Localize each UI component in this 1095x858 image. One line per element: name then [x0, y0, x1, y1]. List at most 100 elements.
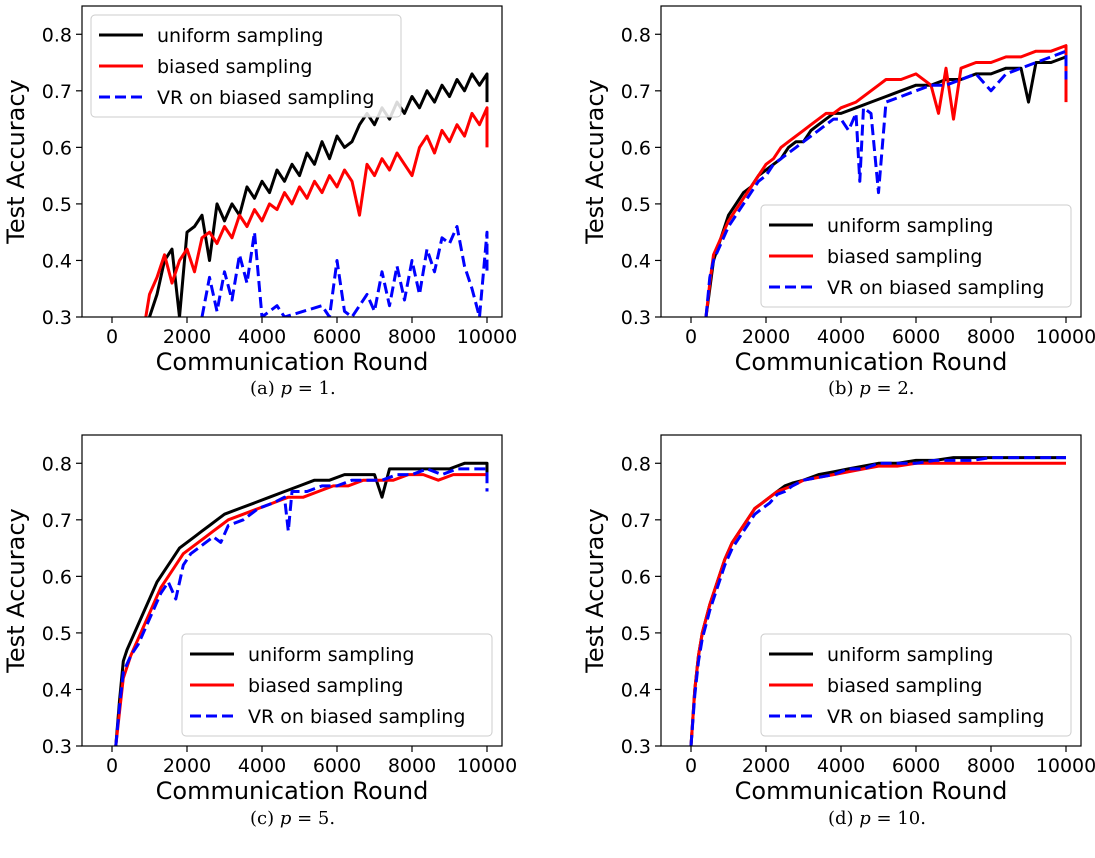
x-tick-label: 4000 — [238, 326, 286, 348]
y-axis-label: Test Accuracy — [2, 508, 30, 673]
caption-variable: p — [859, 808, 871, 829]
y-tick-label: 0.7 — [42, 510, 72, 532]
panel-b: 0 2000 4000 6000 8000 10000 0.3 0.4 0.5 0.6 0.7 0.8… — [581, 5, 1095, 376]
y-tick-label: 0.4 — [621, 250, 651, 272]
x-tick-label: 4000 — [817, 755, 865, 777]
series-line-3 — [200, 225, 489, 317]
legend-label: uniform sampling — [248, 644, 414, 666]
panel-c: 0 2000 4000 6000 8000 10000 0.3 0.4 0.5 0.6 0.7 0.8… — [2, 434, 517, 805]
legend-label: biased sampling — [157, 56, 312, 78]
x-tick-label: 0 — [685, 755, 697, 777]
legend-label: VR on biased sampling — [827, 277, 1044, 299]
x-axis-label: Communication Round — [735, 348, 1008, 376]
caption-prefix: (d) — [828, 808, 860, 829]
legend-label: biased sampling — [827, 675, 982, 697]
x-axis-label: Communication Round — [735, 777, 1008, 805]
x-tick-label: 8000 — [388, 755, 436, 777]
y-axis-label: Test Accuracy — [2, 79, 30, 244]
x-tick-label: 0 — [106, 326, 118, 348]
x-tick-label: 10000 — [1036, 326, 1095, 348]
y-tick-label: 0.8 — [621, 453, 651, 475]
axes-frame — [81, 434, 503, 747]
caption-variable: p — [280, 378, 293, 399]
y-tick-label: 0.7 — [42, 81, 72, 103]
series-group — [144, 72, 489, 317]
legend-label: VR on biased sampling — [827, 706, 1044, 728]
caption-c: (c) p = 5. — [250, 808, 335, 829]
y-axis-label: Test Accuracy — [581, 79, 609, 244]
legend-box — [760, 633, 1072, 737]
x-tick-label: 2000 — [742, 326, 790, 348]
caption-value: = 1. — [292, 378, 336, 399]
y-tick-label: 0.8 — [621, 24, 651, 46]
y-tick-label: 0.6 — [621, 137, 651, 159]
axes-frame — [660, 5, 1082, 318]
caption-value: = 2. — [870, 378, 915, 399]
x-tick-label: 8000 — [967, 326, 1015, 348]
caption-b: (b) p = 2. — [828, 378, 915, 399]
y-tick-label: 0.6 — [621, 566, 651, 588]
y-tick-label: 0.7 — [621, 81, 651, 103]
y-tick-label: 0.5 — [42, 194, 72, 216]
legend: uniform sampling biased sampling VR on bia… — [90, 14, 402, 118]
x-tick-label: 4000 — [817, 326, 865, 348]
caption-prefix: (c) — [250, 808, 280, 829]
y-tick-label: 0.3 — [621, 307, 651, 329]
y-tick-label: 0.5 — [42, 623, 72, 645]
x-tick-label: 0 — [685, 326, 697, 348]
y-tick-label: 0.3 — [621, 736, 651, 758]
axes-frame — [81, 5, 503, 318]
legend-label: uniform sampling — [157, 25, 323, 47]
x-tick-label: 8000 — [388, 326, 436, 348]
y-tick-label: 0.8 — [42, 24, 72, 46]
legend-label: uniform sampling — [827, 215, 993, 237]
y-tick-label: 0.3 — [42, 736, 72, 758]
y-tick-label: 0.7 — [621, 510, 651, 532]
x-tick-label: 10000 — [457, 326, 517, 348]
y-tick-label: 0.8 — [42, 453, 72, 475]
y-tick-label: 0.6 — [42, 566, 72, 588]
series-line-2 — [144, 106, 489, 317]
x-tick-label: 0 — [106, 755, 118, 777]
x-tick-label: 4000 — [238, 755, 286, 777]
series-line-2 — [114, 473, 487, 746]
axes-frame — [660, 434, 1082, 747]
y-tick-label: 0.4 — [621, 679, 651, 701]
y-tick-label: 0.5 — [621, 194, 651, 216]
legend-label: uniform sampling — [827, 644, 993, 666]
legend-label: VR on biased sampling — [157, 87, 374, 109]
series-group — [704, 44, 1068, 317]
caption-value: = 10. — [870, 808, 926, 829]
caption-prefix: (b) — [828, 378, 860, 399]
series-line-1 — [114, 461, 489, 746]
caption-variable: p — [279, 808, 292, 829]
series-line-3 — [704, 49, 1068, 317]
x-tick-label: 10000 — [1036, 755, 1095, 777]
caption-d: (d) p = 10. — [828, 808, 926, 829]
legend: uniform sampling biased sampling VR on bia… — [181, 633, 493, 737]
x-axis-label: Communication Round — [156, 348, 429, 376]
caption-variable: p — [859, 378, 871, 399]
caption-a: (a) p = 1. — [250, 378, 336, 399]
series-line-1 — [148, 72, 489, 317]
y-tick-label: 0.4 — [42, 250, 72, 272]
y-tick-label: 0.3 — [42, 307, 72, 329]
y-tick-label: 0.6 — [42, 137, 72, 159]
y-tick-label: 0.5 — [621, 623, 651, 645]
series-group — [689, 456, 1066, 746]
legend-box — [90, 14, 402, 118]
y-tick-label: 0.4 — [42, 679, 72, 701]
x-tick-label: 6000 — [892, 755, 940, 777]
series-line-3 — [689, 456, 1066, 746]
x-tick-label: 2000 — [742, 755, 790, 777]
legend-box — [760, 204, 1072, 308]
series-group — [114, 461, 489, 746]
legend-label: biased sampling — [827, 246, 982, 268]
legend: uniform sampling biased sampling VR on bia… — [760, 204, 1072, 308]
legend-label: VR on biased sampling — [248, 706, 465, 728]
x-tick-label: 8000 — [967, 755, 1015, 777]
x-tick-label: 2000 — [163, 326, 211, 348]
x-tick-label: 6000 — [313, 326, 361, 348]
x-tick-label: 2000 — [163, 755, 211, 777]
